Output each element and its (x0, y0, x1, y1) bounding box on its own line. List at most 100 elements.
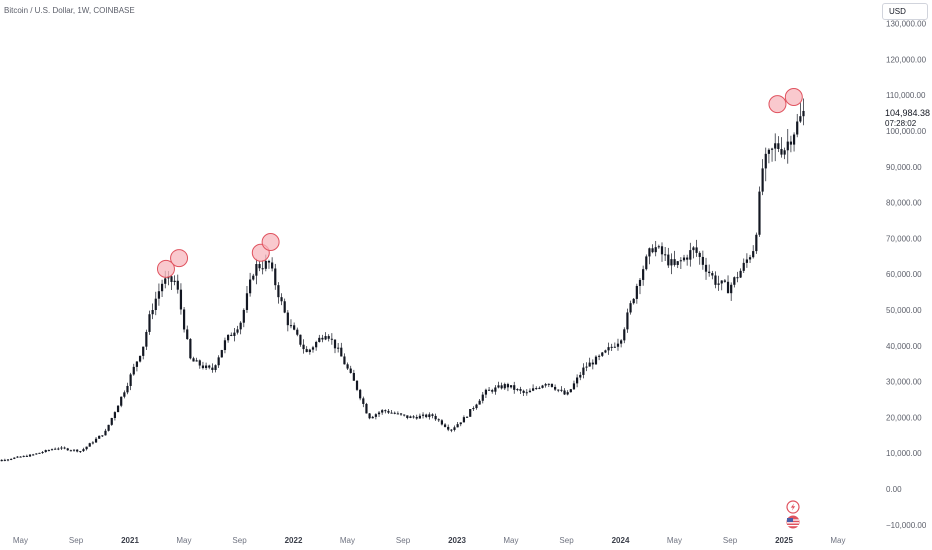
candle-body (585, 366, 588, 368)
currency-selector[interactable]: USD (882, 3, 928, 20)
price-axis[interactable]: −10,000.00 0.00 10,000.00 20,000.00 30,000.0… (886, 20, 927, 530)
candle-body (774, 143, 777, 149)
x-tick-label: Sep (396, 536, 411, 545)
candle-body (337, 347, 340, 349)
candle-body (110, 417, 113, 425)
candle-body (610, 346, 613, 348)
x-tick-label: May (503, 536, 518, 545)
candle-body (88, 443, 91, 447)
candle-body (321, 337, 324, 340)
candle-body (509, 385, 513, 388)
candle-body (591, 362, 594, 365)
candle-body (720, 280, 723, 284)
candle-body (475, 404, 478, 409)
candle-body (465, 416, 469, 418)
y-tick-label: 60,000.00 (886, 270, 922, 279)
candle-body (223, 340, 227, 351)
candle-body (343, 356, 346, 365)
peak-highlight-marker (784, 87, 803, 106)
candle-body (745, 259, 748, 263)
candle-body (767, 149, 771, 154)
candle-body (208, 365, 211, 368)
candle-body (541, 385, 544, 388)
candle-body (57, 448, 60, 450)
time-axis[interactable]: May Sep 2021 May Sep 2022 May Sep 2023 May Sep 2024… (13, 536, 846, 545)
candle-body (689, 250, 692, 260)
candle-body (327, 336, 330, 339)
candle-body (390, 412, 393, 414)
candle-body (629, 303, 632, 313)
candle-body (377, 412, 381, 415)
candle-body (704, 264, 708, 272)
candle-body (645, 256, 648, 270)
candle-body (44, 450, 47, 453)
candle-body (204, 365, 208, 369)
x-tick-label: 2021 (121, 536, 139, 545)
candle-body (755, 234, 758, 252)
candle-body (352, 372, 355, 381)
candle-body (280, 297, 283, 302)
candle-body (670, 259, 673, 266)
candle-body (579, 374, 582, 378)
candle-body (192, 358, 195, 362)
candle-body (198, 360, 201, 366)
candle-body (94, 438, 98, 443)
candle-body (437, 419, 440, 421)
candle-body (302, 344, 305, 350)
candle-body (32, 454, 35, 456)
peak-highlight-marker (261, 232, 280, 251)
candle-body (752, 251, 755, 258)
x-tick-label: May (340, 536, 355, 545)
candle-body (538, 387, 541, 389)
bar-countdown-label: 07:28:02 (885, 119, 917, 128)
candle-body (764, 153, 767, 169)
lightning-icon[interactable] (786, 500, 800, 514)
y-tick-label: 90,000.00 (886, 163, 922, 172)
candle-body (157, 291, 161, 299)
candle-body (799, 116, 802, 122)
candle-body (271, 262, 274, 269)
x-tick-label: Sep (232, 536, 247, 545)
candle-body (311, 347, 315, 350)
candle-body (664, 254, 667, 256)
candle-body (283, 301, 286, 313)
candle-body (708, 271, 711, 274)
candle-body (544, 384, 547, 386)
candle-body (255, 264, 258, 276)
us-flag-icon[interactable] (786, 515, 800, 529)
candle-body (66, 448, 69, 451)
candle-body (135, 361, 139, 367)
candle-body (623, 329, 626, 341)
candle-body (318, 337, 321, 342)
candle-body (789, 141, 793, 145)
candle-body (739, 270, 742, 278)
candle-body (179, 289, 183, 310)
y-tick-label: −10,000.00 (886, 521, 927, 530)
candle-body (3, 459, 6, 461)
candle-body (264, 260, 267, 269)
candle-body (239, 322, 242, 330)
candle-body (554, 386, 557, 390)
candle-body (0, 459, 3, 462)
candle-body (98, 435, 101, 439)
candle-body (79, 451, 82, 453)
candle-body (293, 325, 296, 330)
y-tick-label: 120,000.00 (886, 55, 927, 64)
candle-body (761, 168, 764, 192)
candle-body (365, 403, 368, 414)
x-tick-label: Sep (723, 536, 738, 545)
candle-body (588, 362, 591, 367)
candle-body (258, 264, 261, 269)
peak-highlight-marker (768, 95, 787, 114)
candle-body (503, 384, 506, 389)
candle-body (733, 277, 736, 285)
candle-body (10, 458, 13, 460)
candle-body (613, 346, 616, 348)
candle-body (393, 412, 396, 414)
candle-body (76, 449, 79, 452)
candle-body (434, 415, 437, 420)
candle-body (657, 246, 660, 248)
candle-body (692, 247, 695, 251)
